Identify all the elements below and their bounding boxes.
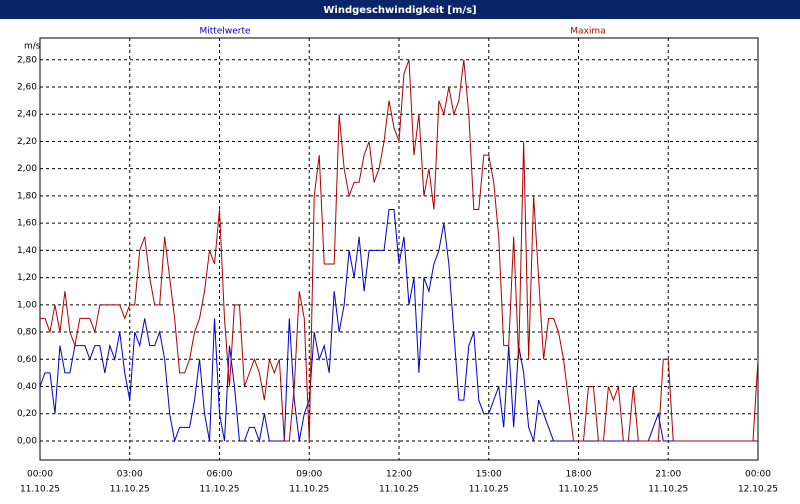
legend-entry: Maxima xyxy=(570,27,605,37)
title-bar xyxy=(0,0,800,19)
x-tick-label: 03:00 xyxy=(117,470,143,480)
x-tick-label: 00:00 xyxy=(27,470,53,480)
x-tick-date: 11.10.25 xyxy=(199,485,239,495)
y-tick-label: 2,80 xyxy=(17,55,37,65)
y-tick-label: 1,00 xyxy=(17,300,37,310)
x-tick-label: 00:00 xyxy=(745,470,771,480)
y-tick-label: 0,80 xyxy=(17,328,37,338)
x-tick-date: 11.10.25 xyxy=(379,485,419,495)
y-tick-label: 2,60 xyxy=(17,83,37,93)
legend-entry: Mittelwerte xyxy=(199,27,250,37)
x-tick-date: 11.10.25 xyxy=(648,485,688,495)
y-tick-label: 0,00 xyxy=(17,436,37,446)
y-tick-label: 1,40 xyxy=(17,246,37,256)
x-tick-date: 11.10.25 xyxy=(289,485,329,495)
y-tick-label: 2,00 xyxy=(17,164,37,174)
x-tick-label: 15:00 xyxy=(476,470,502,480)
y-tick-label: 1,80 xyxy=(17,191,37,201)
x-tick-date: 11.10.25 xyxy=(469,485,509,495)
y-tick-label: 2,20 xyxy=(17,137,37,147)
y-tick-label: 0,20 xyxy=(17,409,37,419)
x-tick-label: 18:00 xyxy=(566,470,592,480)
x-tick-date: 11.10.25 xyxy=(558,485,598,495)
y-tick-label: 2,40 xyxy=(17,110,37,120)
x-tick-date: 11.10.25 xyxy=(20,485,60,495)
x-tick-label: 06:00 xyxy=(207,470,233,480)
data-line xyxy=(40,59,759,442)
y-axis-label: m/s xyxy=(24,42,41,52)
y-tick-label: 1,20 xyxy=(17,273,37,283)
x-tick-date: 12.10.25 xyxy=(738,485,778,495)
x-tick-date: 11.10.25 xyxy=(110,485,150,495)
x-tick-label: 21:00 xyxy=(655,470,681,480)
x-tick-label: 12:00 xyxy=(386,470,412,480)
y-tick-label: 0,60 xyxy=(17,355,37,365)
y-tick-label: 0,40 xyxy=(17,382,37,392)
y-tick-label: 1,60 xyxy=(17,219,37,229)
x-tick-label: 09:00 xyxy=(296,470,322,480)
chart-title: Windgeschwindigkeit [m/s] xyxy=(323,5,476,16)
